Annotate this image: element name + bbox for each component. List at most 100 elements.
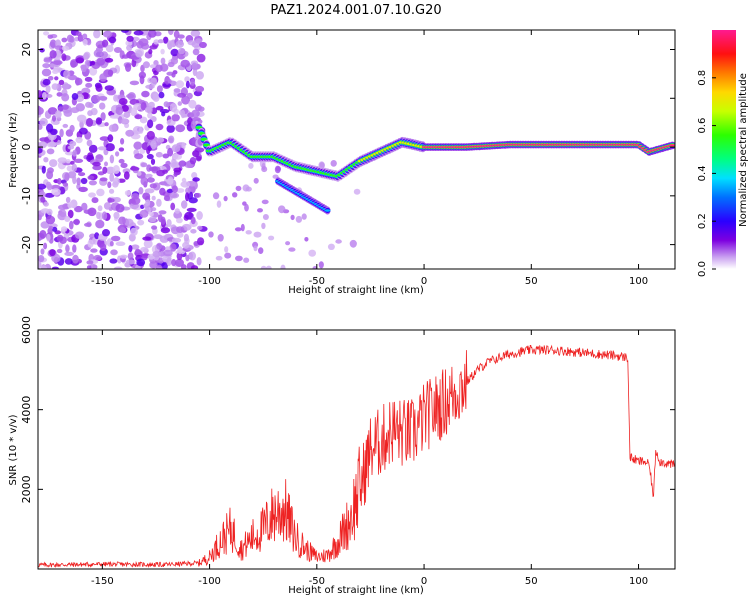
- spectrogram-noise-speck: [295, 215, 303, 223]
- spectrogram-noise-speck: [82, 38, 88, 46]
- spectrogram-noise-speck: [89, 66, 98, 76]
- spectrogram-noise-speck: [147, 119, 154, 129]
- spectrogram-noise-speck: [99, 177, 108, 182]
- spectrogram-noise-speck: [47, 167, 54, 174]
- spectrogram-noise-speck: [151, 225, 158, 230]
- spectrogram-noise-speck: [52, 60, 63, 65]
- spectrogram-noise-speck: [49, 159, 58, 168]
- spectrogram-noise-speck: [88, 192, 96, 198]
- spectrogram-noise-speck: [107, 134, 114, 143]
- spectrogram-noise-speck: [61, 45, 70, 51]
- spectrogram-noise-speck: [124, 190, 131, 196]
- spectrogram-noise-speck: [245, 230, 252, 235]
- spectrogram-noise-speck: [39, 137, 50, 142]
- spectrogram-noise-speck: [99, 136, 110, 141]
- spectrogram-noise-speck: [131, 244, 140, 250]
- spectrogram-noise-speck: [71, 163, 78, 172]
- spectrogram-noise-speck: [183, 233, 189, 242]
- spectrogram-noise-speck: [60, 226, 68, 232]
- spectrogram-noise-speck: [149, 183, 158, 189]
- spectrogram-noise-speck: [51, 188, 61, 196]
- spectrogram-noise-speck: [153, 60, 159, 66]
- spectrogram-noise-speck: [196, 257, 202, 266]
- spectrogram-noise-speck: [189, 157, 197, 165]
- spectrogram-noise-speck: [56, 92, 63, 97]
- spectrogram-noise-speck: [156, 169, 166, 177]
- spectrogram-noise-speck: [61, 37, 68, 43]
- spectrogram-noise-speck: [75, 31, 82, 37]
- spectrogram-noise-speck: [108, 36, 117, 44]
- spectrogram-noise-speck: [308, 249, 317, 257]
- spectrogram-noise-speck: [156, 105, 164, 111]
- spectrogram-noise-speck: [197, 237, 205, 246]
- spectrogram-noise-speck: [135, 248, 141, 254]
- spectrogram-noise-speck: [190, 30, 201, 37]
- spectrogram-noise-speck: [56, 234, 64, 242]
- spectrogram-noise-speck: [70, 60, 77, 68]
- spectrogram-noise-speck: [115, 203, 125, 213]
- spectrogram-noise-speck: [160, 48, 165, 55]
- spectrogram-noise-speck: [43, 57, 52, 63]
- spectrogram-noise-speck: [93, 49, 103, 58]
- spectrogram-noise-speck: [43, 242, 48, 250]
- x-tick-label: -50: [309, 576, 325, 587]
- spectrogram-noise-speck: [242, 184, 250, 192]
- spectrogram-noise-speck: [61, 93, 70, 102]
- spectrogram-noise-speck: [109, 188, 115, 194]
- spectrogram-noise-speck: [175, 258, 184, 267]
- spectrogram-noise-speck: [156, 85, 163, 93]
- spectrogram-noise-speck: [72, 175, 77, 185]
- spectrogram-noise-speck: [63, 69, 71, 79]
- spectrogram-noise-speck: [100, 243, 107, 252]
- spectrogram-noise-speck: [47, 76, 54, 81]
- spectrogram-noise-speck: [70, 160, 75, 165]
- spectrogram-noise-speck: [165, 160, 171, 167]
- spectrogram-noise-speck: [115, 241, 126, 246]
- spectrogram-noise-speck: [104, 57, 114, 63]
- spectrogram-noise-speck: [217, 234, 224, 242]
- spectrogram-noise-speck: [172, 185, 178, 194]
- spectrogram-noise-speck: [54, 45, 62, 50]
- spectrogram-noise-speck: [86, 139, 93, 147]
- spectrogram-noise-speck: [102, 30, 113, 38]
- colorbar-tick-label: 0.6: [697, 118, 708, 134]
- spectrogram-noise-speck: [73, 219, 80, 225]
- spectrogram-noise-speck: [103, 202, 112, 210]
- spectrogram-noise-speck: [75, 136, 83, 144]
- spectrogram-noise-speck: [141, 90, 150, 98]
- spectrogram-noise-speck: [84, 76, 93, 82]
- spectrogram-noise-speck: [173, 88, 181, 93]
- spectrogram-noise-speck: [147, 112, 153, 119]
- spectrogram-noise-speck: [121, 54, 130, 59]
- spectrogram-noise-speck: [43, 201, 49, 207]
- spectrogram-noise-speck: [57, 106, 64, 112]
- spectrogram-noise-speck: [109, 114, 120, 119]
- spectrogram-noise-speck: [45, 85, 51, 93]
- spectrogram-noise-speck: [253, 231, 262, 238]
- spectrogram-noise-speck: [169, 103, 178, 113]
- spectrogram-noise-speck: [191, 136, 196, 146]
- spectrogram-noise-speck: [176, 252, 183, 261]
- spectrogram-noise-speck: [67, 201, 73, 209]
- spectrogram-noise-speck: [195, 71, 204, 80]
- spectrogram-noise-speck: [156, 137, 165, 144]
- spectrogram-noise-speck: [182, 241, 190, 249]
- spectrogram-noise-speck: [330, 160, 337, 167]
- spectrogram-noise-speck: [69, 124, 75, 133]
- spectrogram-noise-speck: [234, 227, 242, 232]
- spectrogram-noise-speck: [86, 39, 92, 46]
- spectrogram-noise-speck: [96, 211, 101, 220]
- spectrogram-noise-speck: [130, 196, 141, 205]
- spectrogram-noise-speck: [177, 246, 183, 255]
- spectrogram-noise-speck: [181, 142, 186, 150]
- spectrogram-noise-speck: [235, 255, 243, 262]
- spectrogram-noise-speck: [100, 51, 108, 59]
- spectrogram-noise-speck: [192, 177, 200, 182]
- spectrogram-noise-speck: [162, 83, 172, 88]
- spectrogram-noise-speck: [88, 180, 97, 186]
- spectrogram-noise-speck: [167, 79, 172, 84]
- spectrogram-noise-speck: [120, 138, 125, 145]
- spectrogram-noise-speck: [61, 53, 67, 62]
- spectrogram-noise-speck: [70, 107, 80, 114]
